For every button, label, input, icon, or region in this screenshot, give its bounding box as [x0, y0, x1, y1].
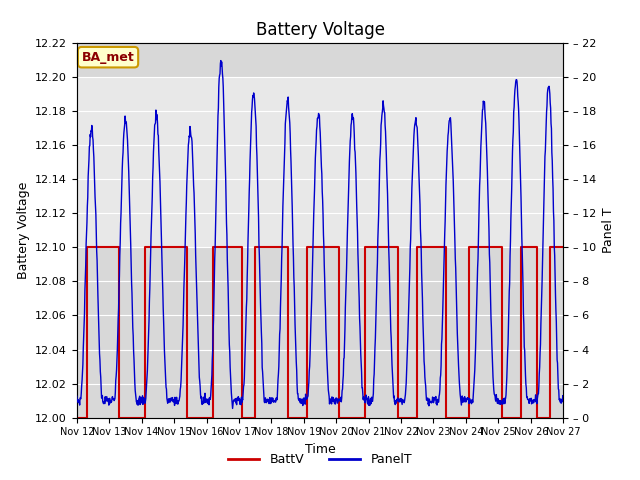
Legend: BattV, PanelT: BattV, PanelT [223, 448, 417, 471]
Bar [77, 77, 563, 247]
Text: BA_met: BA_met [82, 51, 134, 64]
Y-axis label: Battery Voltage: Battery Voltage [17, 182, 29, 279]
X-axis label: Time: Time [305, 443, 335, 456]
Y-axis label: Panel T: Panel T [602, 207, 615, 253]
Title: Battery Voltage: Battery Voltage [255, 21, 385, 39]
